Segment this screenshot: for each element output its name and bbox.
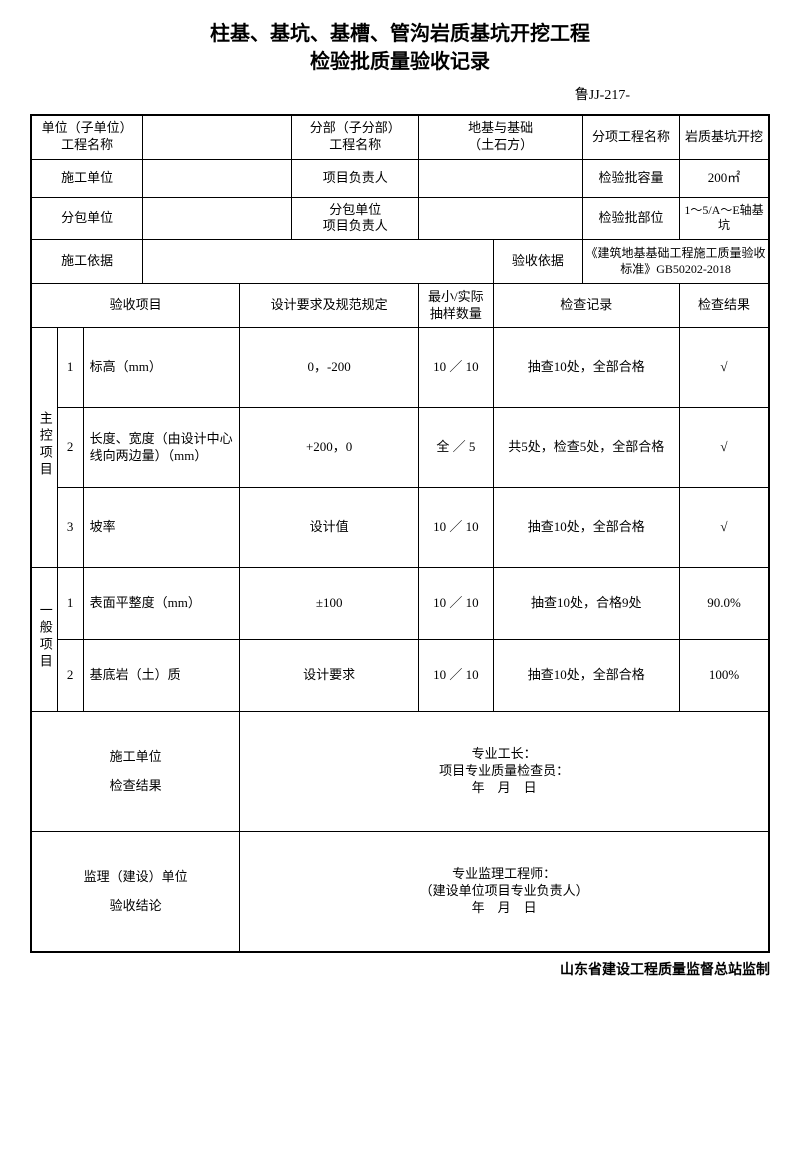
label-construction-basis: 施工依据 xyxy=(31,240,143,284)
construction-signature-block: 专业工长： 项目专业质量检查员： 年 月 日 xyxy=(240,712,769,832)
foreman-label: 专业工长： xyxy=(242,746,766,763)
date-label-2: 年 月 日 xyxy=(242,900,766,917)
supervision-result-label: 监理（建设）单位 验收结论 xyxy=(31,832,240,952)
row-req: 0，-200 xyxy=(240,328,419,408)
label-acceptance-basis: 验收依据 xyxy=(493,240,582,284)
row-num: 1 xyxy=(57,568,83,640)
engineer-label: 专业监理工程师： xyxy=(242,866,766,883)
row-num: 2 xyxy=(57,408,83,488)
group-general: 一般项目 xyxy=(31,568,57,712)
value-acceptance-basis: 《建筑地基基础工程施工质量验收 标准》GB50202-2018 xyxy=(583,240,769,284)
row-item: 表面平整度（mm） xyxy=(83,568,240,640)
col-record: 检查记录 xyxy=(493,284,679,328)
row-result: 90.0% xyxy=(679,568,769,640)
row-record: 共5处，检查5处，全部合格 xyxy=(493,408,679,488)
row-qty: 10 ／ 10 xyxy=(419,328,494,408)
date-label: 年 月 日 xyxy=(242,780,766,797)
row-result: √ xyxy=(679,328,769,408)
row-qty: 10 ／ 10 xyxy=(419,568,494,640)
row-item: 标高（mm） xyxy=(83,328,240,408)
row-item: 坡率 xyxy=(83,488,240,568)
row-record: 抽查10处，合格9处 xyxy=(493,568,679,640)
value-construction-basis xyxy=(143,240,493,284)
col-item: 验收项目 xyxy=(31,284,240,328)
row-result: √ xyxy=(679,488,769,568)
inspector-label: 项目专业质量检查员： xyxy=(242,763,766,780)
doc-code: 鲁JJ-217- xyxy=(30,84,770,104)
inspection-table: 单位（子单位） 工程名称 分部（子分部） 工程名称 地基与基础 （土石方） 分项… xyxy=(30,114,770,953)
row-item: 基底岩（土）质 xyxy=(83,640,240,712)
footer-text: 山东省建设工程质量监督总站监制 xyxy=(30,959,770,979)
construction-result-label: 施工单位 检查结果 xyxy=(31,712,240,832)
row-record: 抽查10处，全部合格 xyxy=(493,640,679,712)
label-project-leader: 项目负责人 xyxy=(292,159,419,197)
row-item: 长度、宽度（由设计中心线向两边量）（mm） xyxy=(83,408,240,488)
row-qty: 全 ／ 5 xyxy=(419,408,494,488)
supervision-signature-block: 专业监理工程师： （建设单位项目专业负责人） 年 月 日 xyxy=(240,832,769,952)
label-subitem: 分项工程名称 xyxy=(583,115,680,159)
row-result: √ xyxy=(679,408,769,488)
label-batch-capacity: 检验批容量 xyxy=(583,159,680,197)
label-construction-unit: 施工单位 xyxy=(31,159,143,197)
row-num: 1 xyxy=(57,328,83,408)
value-subcontract-leader xyxy=(419,197,583,240)
value-project-leader xyxy=(419,159,583,197)
row-req: 设计要求 xyxy=(240,640,419,712)
label-subcontract-leader: 分包单位 项目负责人 xyxy=(292,197,419,240)
label-batch-location: 检验批部位 xyxy=(583,197,680,240)
col-sample-qty: 最小/实际 抽样数量 xyxy=(419,284,494,328)
col-design-req: 设计要求及规范规定 xyxy=(240,284,419,328)
row-record: 抽查10处，全部合格 xyxy=(493,488,679,568)
group-main-control: 主控项目 xyxy=(31,328,57,568)
row-record: 抽查10处，全部合格 xyxy=(493,328,679,408)
row-qty: 10 ／ 10 xyxy=(419,488,494,568)
value-construction-unit xyxy=(143,159,292,197)
value-batch-location: 1～5/A～E轴基坑 xyxy=(679,197,769,240)
label-unit-project: 单位（子单位） 工程名称 xyxy=(31,115,143,159)
owner-leader-label: （建设单位项目专业负责人） xyxy=(242,883,766,900)
label-foundation: 地基与基础 （土石方） xyxy=(419,115,583,159)
value-unit-project xyxy=(143,115,292,159)
value-subitem: 岩质基坑开挖 xyxy=(679,115,769,159)
row-num: 2 xyxy=(57,640,83,712)
value-subcontract-unit xyxy=(143,197,292,240)
row-result: 100% xyxy=(679,640,769,712)
row-req: +200，0 xyxy=(240,408,419,488)
title-line1: 柱基、基坑、基槽、管沟岩质基坑开挖工程 xyxy=(210,23,590,45)
title-line2: 检验批质量验收记录 xyxy=(310,51,490,73)
doc-title: 柱基、基坑、基槽、管沟岩质基坑开挖工程 检验批质量验收记录 xyxy=(30,20,770,76)
label-subcontract-unit: 分包单位 xyxy=(31,197,143,240)
row-req: ±100 xyxy=(240,568,419,640)
row-qty: 10 ／ 10 xyxy=(419,640,494,712)
label-subpart: 分部（子分部） 工程名称 xyxy=(292,115,419,159)
row-req: 设计值 xyxy=(240,488,419,568)
value-batch-capacity: 200㎡ xyxy=(679,159,769,197)
col-result: 检查结果 xyxy=(679,284,769,328)
row-num: 3 xyxy=(57,488,83,568)
